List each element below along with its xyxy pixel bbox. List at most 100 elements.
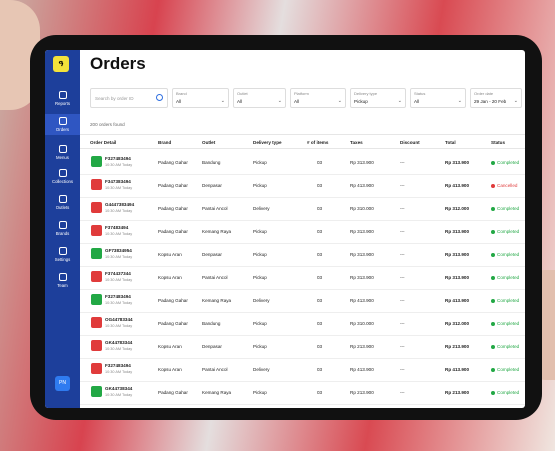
search-box[interactable]: Search by order ID (90, 88, 168, 108)
taxes: Rp 313.900 (350, 229, 374, 234)
taxes: Rp 213.900 (350, 390, 374, 395)
total: Rp 312.000 (445, 206, 470, 211)
brand-logo (91, 202, 102, 213)
total: Rp 213.900 (445, 344, 470, 349)
table-row[interactable]: GF73834954 10:30 AM Today Kopsu Aran Denpas… (80, 244, 525, 267)
nav-item[interactable]: Reports (45, 88, 80, 109)
nav-item[interactable]: Team (45, 270, 80, 291)
filter-dropdown[interactable]: Outlet All ⌄ (233, 88, 286, 108)
total: Rp 413.900 (445, 298, 470, 303)
table-row[interactable]: F327483494 10:30 AM Today Padang Gahar Band… (80, 152, 525, 175)
brand-logo (91, 271, 102, 282)
table-row[interactable]: F327483494 10:30 AM Today Kopsu Aran Pantai… (80, 359, 525, 382)
status-dot (491, 391, 495, 395)
filter-dropdown[interactable]: Delivery type Pickup ⌄ (350, 88, 406, 108)
item-count: 03 (317, 229, 323, 234)
nav-item[interactable]: Orders (45, 114, 80, 135)
filter-label: Status (414, 91, 426, 96)
table-row[interactable]: OG44783344 10:30 AM Today Padang Gahar Band… (80, 313, 525, 336)
nav-item[interactable]: Outlets (45, 192, 80, 213)
nav-item[interactable]: Settings (45, 244, 80, 265)
status-dot (491, 184, 495, 188)
filter-label: Outlet (237, 91, 248, 96)
outlet: Pantai Ancol (202, 206, 228, 211)
filter-dropdown[interactable]: Status All ⌄ (410, 88, 466, 108)
table-row[interactable]: F327483494 10:30 AM Today Padang Gahar Kema… (80, 290, 525, 313)
discount: --- (400, 160, 405, 165)
chevron: ⌄ (457, 98, 462, 104)
brand: Padang Gahar (158, 298, 188, 303)
order-id: F374437344 (105, 271, 131, 276)
brand: Padang Gahar (158, 160, 188, 165)
table-row[interactable]: F37483494 10:30 AM Today Padang Gahar Keman… (80, 221, 525, 244)
logo[interactable]: ዓ (53, 56, 69, 72)
status: Completed (497, 344, 520, 349)
brand-logo (91, 156, 102, 167)
order-time: 10:30 AM Today (105, 232, 133, 236)
status-dot (491, 230, 495, 234)
brand: Padang Gahar (158, 229, 188, 234)
order-time: 10:30 AM Today (105, 163, 133, 167)
brand: Kopsu Aran (158, 367, 182, 372)
nav-icon (58, 91, 67, 99)
avatar[interactable]: PN (55, 376, 70, 391)
nav-item[interactable]: Collections (45, 166, 80, 187)
discount: --- (400, 275, 405, 280)
status-dot (491, 253, 495, 257)
delivery-type: Delivery (253, 206, 270, 211)
item-count: 03 (317, 183, 323, 188)
filter-dropdown[interactable]: Brand All ⌄ (172, 88, 229, 108)
column-header: Total (445, 140, 456, 145)
brand-logo (91, 340, 102, 351)
search-placeholder: Search by order ID (95, 96, 134, 101)
order-id: OG44783344 (105, 317, 133, 322)
brand: Kopsu Aran (158, 344, 182, 349)
outlet: Pantai Ancol (202, 275, 228, 280)
table-row[interactable]: GK44738344 10:30 AM Today Padang Gahar Kema… (80, 382, 525, 405)
filter-value: Pickup (354, 99, 368, 104)
table-row[interactable]: G4447383494 10:30 AM Today Padang Gahar Pan… (80, 198, 525, 221)
filter-dropdown[interactable]: Platform All ⌄ (290, 88, 346, 108)
status: Completed (497, 206, 520, 211)
divider (80, 134, 525, 135)
brand-logo (91, 294, 102, 305)
nav-label: Team (57, 283, 68, 288)
outlet: Bandung (202, 160, 221, 165)
nav-label: Outlets (55, 205, 70, 210)
filter-value: All (176, 99, 182, 104)
status: Completed (497, 298, 520, 303)
status-dot (491, 299, 495, 303)
nav-label: Orders (55, 127, 70, 132)
table-row[interactable]: F374437344 10:30 AM Today Kopsu Aran Pantai… (80, 267, 525, 290)
order-time: 10:30 AM Today (105, 370, 133, 374)
filter-label: Delivery type (354, 91, 378, 96)
brand-logo (91, 386, 102, 397)
nav-icon (58, 273, 67, 281)
total: Rp 413.900 (445, 183, 470, 188)
delivery-type: Pickup (253, 229, 267, 234)
taxes: Rp 313.900 (350, 252, 374, 257)
filter-dropdown[interactable]: Order date 29 Jan - 20 Feb ⌄ (470, 88, 522, 108)
taxes: Rp 310.000 (350, 321, 374, 326)
discount: --- (400, 298, 405, 303)
chevron: ⌄ (220, 98, 225, 104)
nav-icon (58, 145, 67, 153)
outlet: Denpasar (202, 183, 222, 188)
table-row[interactable]: GK44783344 10:30 AM Today Kopsu Aran Denpas… (80, 336, 525, 359)
total: Rp 312.000 (445, 321, 470, 326)
table-row[interactable]: F347383494 10:30 AM Today Padang Gahar Denp… (80, 175, 525, 198)
nav-icon (58, 195, 67, 203)
outlet: Kemang Raya (202, 390, 232, 395)
item-count: 03 (317, 344, 323, 349)
filter-label: Order date (474, 91, 494, 96)
item-count: 03 (317, 321, 323, 326)
order-time: 10:30 AM Today (105, 186, 133, 190)
delivery-type: Pickup (253, 321, 267, 326)
status-dot (491, 368, 495, 372)
nav-icon (58, 221, 67, 229)
column-header: Status (491, 140, 506, 145)
nav-item[interactable]: Menus (45, 142, 80, 163)
filter-value: All (294, 99, 300, 104)
total: Rp 313.900 (445, 229, 470, 234)
nav-item[interactable]: Brands (45, 218, 80, 239)
